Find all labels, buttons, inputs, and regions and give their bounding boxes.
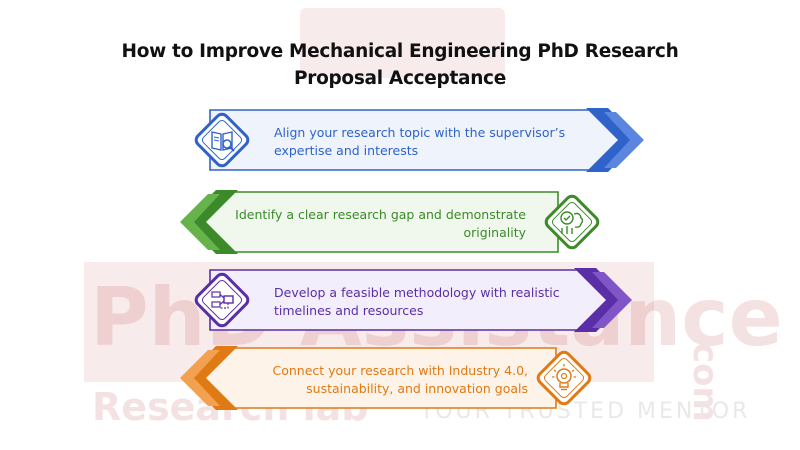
step-2: Identify a clear research gap and demons… (0, 180, 800, 264)
brain-check-icon (540, 190, 604, 254)
step-3-line-2: timelines and resources (274, 303, 424, 318)
flowchart-icon (190, 268, 254, 332)
title-line-2: Proposal Acceptance (294, 68, 506, 89)
lightbulb-gear-icon (532, 346, 596, 410)
step-2-arrow-banner (180, 190, 559, 254)
step-2-line-2: originality (463, 225, 527, 240)
step-3: Develop a feasible methodology with real… (0, 258, 800, 342)
step-2-text: Identify a clear research gap and demons… (200, 206, 526, 242)
step-4-line-2: sustainability, and innovation goals (306, 381, 528, 396)
step-2-line-1: Identify a clear research gap and demons… (235, 207, 526, 222)
step-1: Align your research topic with the super… (0, 98, 800, 182)
step-3-line-1: Develop a feasible methodology with real… (274, 285, 560, 300)
step-4-text: Connect your research with Industry 4.0,… (200, 362, 528, 398)
step-3-arrow-banner (209, 268, 632, 332)
step-1-line-2: expertise and interests (274, 143, 419, 158)
step-1-text: Align your research topic with the super… (274, 124, 565, 160)
book-search-icon (190, 108, 254, 172)
step-4: Connect your research with Industry 4.0,… (0, 336, 800, 420)
title-line-1: How to Improve Mechanical Engineering Ph… (121, 41, 679, 62)
step-4-arrow-banner (180, 346, 557, 410)
step-3-text: Develop a feasible methodology with real… (274, 284, 560, 320)
step-4-line-1: Connect your research with Industry 4.0, (272, 363, 528, 378)
step-1-arrow-banner (209, 108, 644, 172)
step-1-line-1: Align your research topic with the super… (274, 125, 566, 140)
page-title: How to Improve Mechanical Engineering Ph… (0, 38, 800, 92)
